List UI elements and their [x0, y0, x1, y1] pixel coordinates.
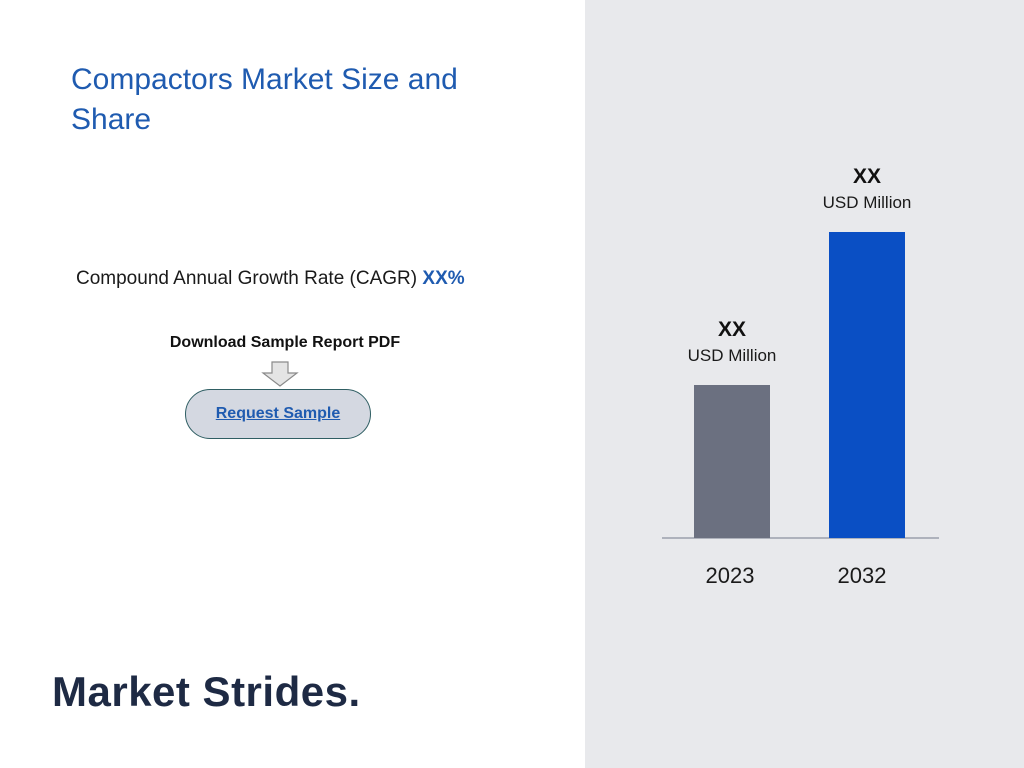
x-tick-label-2032: 2032	[838, 563, 887, 588]
down-arrow-icon	[261, 361, 299, 387]
bar-unit-label-2023: USD Million	[688, 346, 777, 365]
download-label: Download Sample Report PDF	[169, 334, 401, 351]
market-strides-logo: Market Strides.	[52, 668, 361, 716]
bar-unit-label-2032: USD Million	[823, 193, 912, 212]
left-panel	[0, 0, 585, 768]
bar-2032	[829, 232, 905, 538]
logo-text: Market Strides	[52, 668, 349, 715]
x-tick-label-2023: 2023	[706, 563, 755, 588]
bar-value-label-2032: XX	[853, 165, 881, 188]
request-sample-button[interactable]: Request Sample	[185, 389, 371, 439]
cagr-text: Compound Annual Growth Rate (CAGR) XX%	[76, 268, 465, 290]
cagr-label: Compound Annual Growth Rate (CAGR)	[76, 268, 418, 289]
logo-dot: .	[348, 668, 361, 715]
page-title: Compactors Market Size and Share	[71, 63, 458, 136]
bar-value-label-2023: XX	[718, 318, 746, 341]
bar-2023	[694, 385, 770, 538]
cagr-value: XX%	[422, 268, 465, 289]
chart-panel	[585, 0, 1024, 768]
bar-chart: XX USD Million 2023 XX USD Million 2032	[662, 165, 939, 588]
